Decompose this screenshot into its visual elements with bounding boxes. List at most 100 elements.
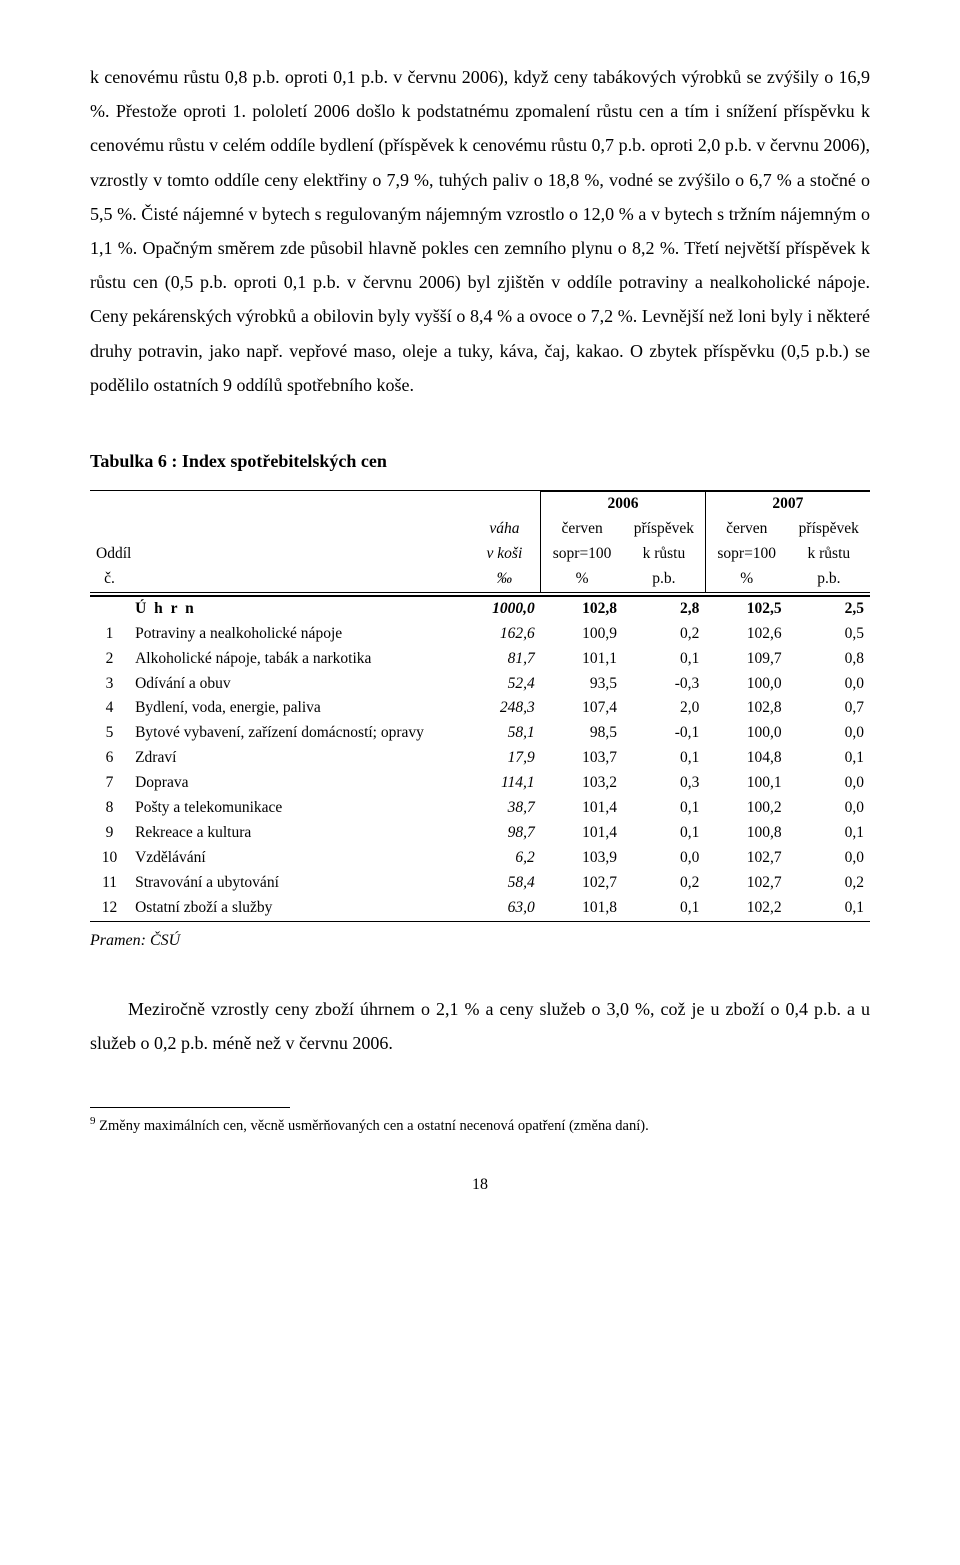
row-label: Bydlení, voda, energie, paliva	[129, 696, 469, 721]
row-weight: 52,4	[469, 672, 541, 697]
row-num: 5	[90, 721, 129, 746]
row-num: 12	[90, 896, 129, 921]
row-2007-pb: 0,5	[788, 622, 870, 647]
row-2007-idx: 102,6	[705, 622, 787, 647]
hdr-cerven-2: červen	[705, 517, 787, 542]
row-2006-idx: 98,5	[541, 721, 623, 746]
hdr-vaha: váha	[469, 517, 541, 542]
row-label: Alkoholické nápoje, tabák a narkotika	[129, 647, 469, 672]
row-2007-idx: 100,0	[705, 721, 787, 746]
table-row: 11Stravování a ubytování58,4102,70,2102,…	[90, 871, 870, 896]
total-2007-idx: 102,5	[705, 597, 787, 622]
row-weight: 81,7	[469, 647, 541, 672]
row-2006-idx: 103,2	[541, 771, 623, 796]
row-num: 2	[90, 647, 129, 672]
row-2007-idx: 102,7	[705, 871, 787, 896]
table-row: 3Odívání a obuv52,493,5-0,3100,00,0	[90, 672, 870, 697]
row-num: 10	[90, 846, 129, 871]
table-row: 5Bytové vybavení, zařízení domácností; o…	[90, 721, 870, 746]
total-weight: 1000,0	[469, 597, 541, 622]
row-weight: 98,7	[469, 821, 541, 846]
hdr-pct-1: %	[541, 567, 623, 592]
row-label: Doprava	[129, 771, 469, 796]
row-2007-pb: 0,0	[788, 771, 870, 796]
row-2007-pb: 0,0	[788, 796, 870, 821]
row-2006-pb: 0,2	[623, 871, 705, 896]
hdr-sopr-1: sopr=100	[541, 542, 623, 567]
row-2007-pb: 0,2	[788, 871, 870, 896]
row-2006-pb: 0,1	[623, 796, 705, 821]
table-caption: Tabulka 6 : Index spotřebitelských cen	[90, 444, 870, 478]
row-2007-pb: 0,1	[788, 821, 870, 846]
row-2006-pb: 0,2	[623, 622, 705, 647]
page-number: 18	[90, 1170, 870, 1200]
row-2006-pb: 0,1	[623, 896, 705, 921]
row-num: 8	[90, 796, 129, 821]
row-weight: 17,9	[469, 746, 541, 771]
row-label: Bytové vybavení, zařízení domácností; op…	[129, 721, 469, 746]
row-weight: 114,1	[469, 771, 541, 796]
row-weight: 162,6	[469, 622, 541, 647]
row-label: Vzdělávání	[129, 846, 469, 871]
table-row: 8Pošty a telekomunikace38,7101,40,1100,2…	[90, 796, 870, 821]
hdr-prisp-1: příspěvek	[623, 517, 705, 542]
table-source: Pramen: ČSÚ	[90, 926, 870, 956]
row-2007-idx: 102,8	[705, 696, 787, 721]
hdr-permil: ‰	[469, 567, 541, 592]
row-2007-pb: 0,0	[788, 721, 870, 746]
table-row: 7Doprava114,1103,20,3100,10,0	[90, 771, 870, 796]
total-2007-pb: 2,5	[788, 597, 870, 622]
row-2007-idx: 102,2	[705, 896, 787, 921]
row-2007-idx: 104,8	[705, 746, 787, 771]
row-num: 6	[90, 746, 129, 771]
footnote-text: Změny maximálních cen, věcně usměrňovaný…	[99, 1117, 649, 1133]
row-weight: 58,1	[469, 721, 541, 746]
row-weight: 248,3	[469, 696, 541, 721]
row-2006-pb: 0,0	[623, 846, 705, 871]
hdr-oddil: Oddíl	[90, 542, 469, 567]
row-2006-pb: 0,1	[623, 647, 705, 672]
row-2006-idx: 100,9	[541, 622, 623, 647]
row-weight: 58,4	[469, 871, 541, 896]
row-label: Stravování a ubytování	[129, 871, 469, 896]
row-2006-idx: 103,9	[541, 846, 623, 871]
row-num: 4	[90, 696, 129, 721]
row-2007-idx: 100,0	[705, 672, 787, 697]
row-weight: 6,2	[469, 846, 541, 871]
row-2006-idx: 101,8	[541, 896, 623, 921]
row-2007-idx: 100,8	[705, 821, 787, 846]
table-row: 1Potraviny a nealkoholické nápoje162,610…	[90, 622, 870, 647]
row-label: Ostatní zboží a služby	[129, 896, 469, 921]
row-2006-pb: -0,3	[623, 672, 705, 697]
row-2006-idx: 101,4	[541, 821, 623, 846]
hdr-year-2006: 2006	[541, 492, 706, 517]
row-2006-pb: -0,1	[623, 721, 705, 746]
hdr-pb-1: p.b.	[623, 567, 705, 592]
table-row: 9Rekreace a kultura98,7101,40,1100,80,1	[90, 821, 870, 846]
row-2006-pb: 0,3	[623, 771, 705, 796]
row-2006-idx: 93,5	[541, 672, 623, 697]
row-2006-idx: 107,4	[541, 696, 623, 721]
table-row: 2Alkoholické nápoje, tabák a narkotika81…	[90, 647, 870, 672]
hdr-pct-2: %	[705, 567, 787, 592]
hdr-krustu-1: k růstu	[623, 542, 705, 567]
row-2007-idx: 100,2	[705, 796, 787, 821]
total-2006-idx: 102,8	[541, 597, 623, 622]
row-2007-idx: 102,7	[705, 846, 787, 871]
hdr-sopr-2: sopr=100	[705, 542, 787, 567]
table-row: 6Zdraví17,9103,70,1104,80,1	[90, 746, 870, 771]
table-row: 4Bydlení, voda, energie, paliva248,3107,…	[90, 696, 870, 721]
table-row: 12Ostatní zboží a služby63,0101,80,1102,…	[90, 896, 870, 921]
row-2006-idx: 101,4	[541, 796, 623, 821]
row-2007-pb: 0,1	[788, 746, 870, 771]
row-2007-idx: 109,7	[705, 647, 787, 672]
row-2006-pb: 0,1	[623, 746, 705, 771]
row-2006-idx: 102,7	[541, 871, 623, 896]
row-2007-idx: 100,1	[705, 771, 787, 796]
row-label: Pošty a telekomunikace	[129, 796, 469, 821]
hdr-pb-2: p.b.	[788, 567, 870, 592]
hdr-cerven-1: červen	[541, 517, 623, 542]
row-num: 7	[90, 771, 129, 796]
row-num: 11	[90, 871, 129, 896]
row-weight: 38,7	[469, 796, 541, 821]
